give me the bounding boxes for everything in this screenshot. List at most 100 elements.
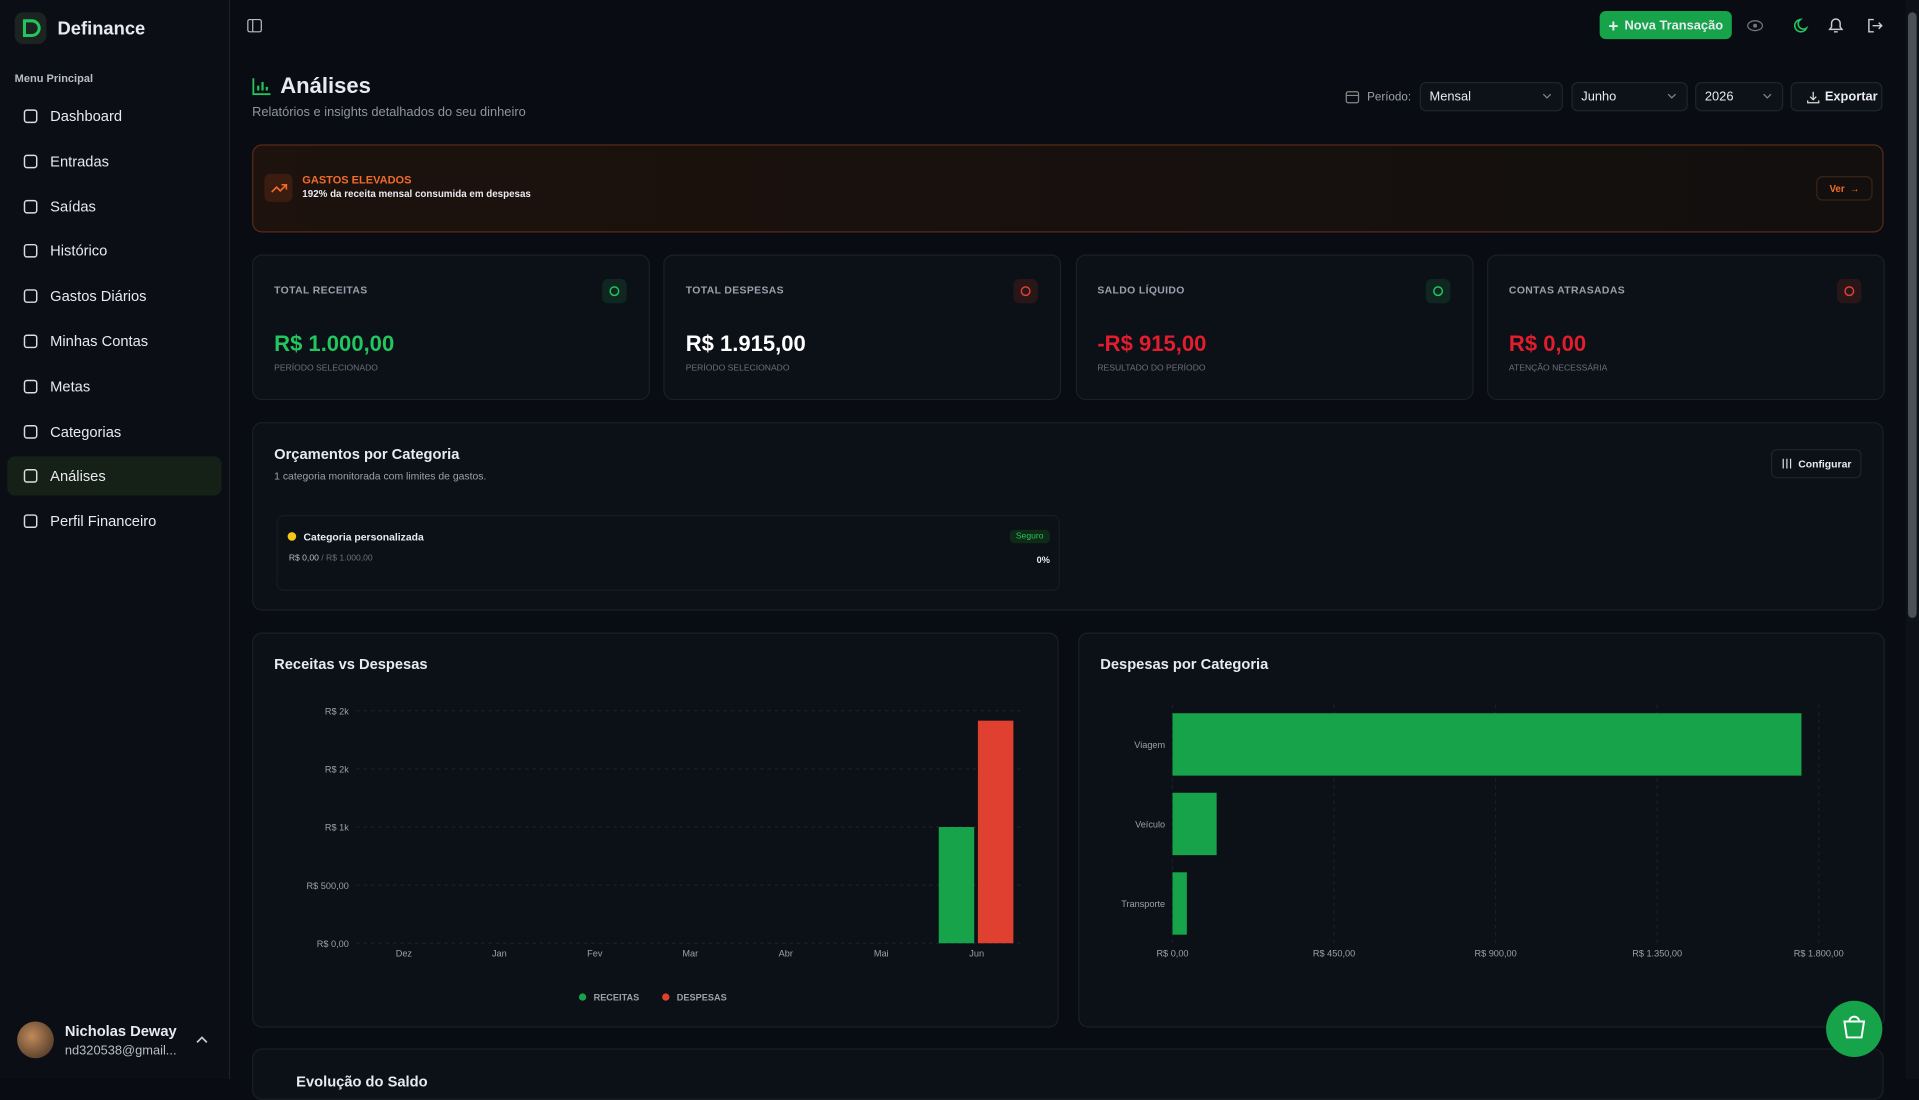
y-tick-label: R$ 2k <box>325 765 349 775</box>
menu-label: Análises <box>50 467 106 485</box>
menu-item[interactable]: Perfil Financeiro <box>7 502 221 541</box>
menu-title: Menu Principal <box>14 72 94 85</box>
x-tick-label: R$ 1.800,00 <box>1794 949 1844 959</box>
stat-sub: RESULTADO DO PERÍODO <box>1097 364 1206 374</box>
stat-icon <box>1425 278 1450 304</box>
alert-title: GASTOS ELEVADOS <box>302 173 412 186</box>
y-tick-label: R$ 1k <box>325 823 349 833</box>
user-menu-toggle[interactable] <box>195 1034 210 1046</box>
page-title: Análises <box>280 73 371 98</box>
period-label: Período: <box>1367 90 1412 104</box>
menu-label: Metas <box>50 377 91 395</box>
stat-value: -R$ 915,00 <box>1097 331 1207 357</box>
x-tick-label: Abr <box>779 949 793 959</box>
x-tick-label: R$ 0,00 <box>1156 949 1188 959</box>
y-tick-label: R$ 500,00 <box>307 881 349 891</box>
stat-sub: PERÍODO SELECIONADO <box>685 364 790 374</box>
menu-item[interactable]: Gastos Diários <box>7 277 221 316</box>
menu-item[interactable]: Análises <box>7 456 222 496</box>
alert-banner: GASTOS ELEVADOS 192% da receita mensal c… <box>252 144 1884 233</box>
chart-card <box>252 632 1059 1028</box>
bar <box>1172 792 1217 856</box>
cart-button[interactable] <box>1826 1000 1883 1058</box>
stat-card: TOTAL RECEITAS R$ 1.000,00 PERÍODO SELECIO… <box>252 254 650 401</box>
menu-item[interactable]: Histórico <box>7 232 221 271</box>
month-select[interactable]: Junho <box>1571 81 1688 112</box>
stat-card: TOTAL DESPESAS R$ 1.915,00 PERÍODO SELECIO… <box>663 254 1062 401</box>
y-tick-label: Transporte <box>1121 899 1165 909</box>
alert-action[interactable]: Ver → <box>1816 176 1873 201</box>
bar <box>1172 872 1187 935</box>
menu-item[interactable]: Dashboard <box>7 97 221 136</box>
chart-title: Receitas vs Despesas <box>274 657 427 673</box>
scrollbar[interactable] <box>1905 0 1919 1080</box>
stat-label: TOTAL DESPESAS <box>685 283 784 297</box>
top-icons <box>1747 18 1883 33</box>
period-select[interactable]: Mensal <box>1419 81 1563 112</box>
y-tick-label: Veículo <box>1135 820 1165 830</box>
y-tick-label: R$ 0,00 <box>317 939 349 949</box>
menu-label: Saídas <box>50 197 96 215</box>
button-label: Ver <box>1829 182 1845 194</box>
legend-label: DESPESAS <box>677 993 727 1003</box>
status-dot <box>287 532 297 541</box>
new-transaction-button[interactable]: + Nova Transação <box>1599 11 1732 40</box>
x-tick-label: Mar <box>682 949 698 959</box>
menu-item[interactable]: Minhas Contas <box>7 322 221 361</box>
x-tick-label: R$ 1.350,00 <box>1632 949 1682 959</box>
menu-item[interactable]: Saídas <box>7 187 221 226</box>
sidebar: Definance Menu Principal Dashboard Entrad… <box>0 0 231 1080</box>
button-label: Exportar <box>1824 89 1878 104</box>
menu-label: Categorias <box>50 422 122 440</box>
bar <box>1172 713 1802 776</box>
menu-label: Dashboard <box>50 107 123 125</box>
x-tick-label: Jun <box>969 949 984 959</box>
stat-sub: PERÍODO SELECIONADO <box>274 364 378 374</box>
menu-label: Minhas Contas <box>50 332 149 350</box>
limit: / R$ 1.000,00 <box>321 554 373 563</box>
alert-icon <box>264 173 293 202</box>
x-tick-label: Dez <box>396 949 413 959</box>
budget-item: Categoria personalizada Seguro R$ 0,00 /… <box>276 515 1060 591</box>
bar <box>977 720 1014 944</box>
sidebar-toggle[interactable] <box>246 17 263 34</box>
configure-button[interactable]: Configurar <box>1770 448 1862 479</box>
legend-marker <box>662 993 670 1001</box>
alert-text: 192% da receita mensal consumida em desp… <box>302 188 531 200</box>
stat-icon <box>1013 278 1039 304</box>
x-tick-label: R$ 450,00 <box>1313 949 1355 959</box>
menu-item[interactable]: Categorias <box>7 412 221 451</box>
logo <box>14 12 47 45</box>
button-label: Nova Transação <box>1624 17 1724 33</box>
user-email: nd320538@gmail... <box>64 1043 177 1059</box>
x-tick-label: Fev <box>587 949 603 959</box>
menu-item[interactable]: Entradas <box>7 142 221 181</box>
budget-name: Categoria personalizada <box>303 530 424 544</box>
x-tick-label: Mai <box>874 949 889 959</box>
y-tick-label: R$ 2k <box>325 706 349 716</box>
budgets-card: Orçamentos por Categoria 1 categoria mon… <box>252 422 1884 611</box>
select-value: Mensal <box>1429 89 1471 104</box>
bar <box>938 827 975 944</box>
menu-label: Gastos Diários <box>50 287 147 305</box>
stat-value: R$ 0,00 <box>1508 331 1587 357</box>
menu-item[interactable]: Metas <box>7 367 221 406</box>
year-select[interactable]: 2026 <box>1695 81 1784 112</box>
stat-label: TOTAL RECEITAS <box>274 283 368 297</box>
budget-percent: 0% <box>1036 554 1050 566</box>
section-title: Orçamentos por Categoria <box>274 445 460 463</box>
avatar <box>17 1021 54 1059</box>
button-label: Configurar <box>1798 457 1852 470</box>
y-tick-label: Viagem <box>1134 740 1165 750</box>
stat-label: CONTAS ATRASADAS <box>1508 283 1626 297</box>
export-button[interactable]: Exportar <box>1790 81 1883 112</box>
select-value: Junho <box>1581 89 1617 104</box>
page-subtitle: Relatórios e insights detalhados do seu … <box>252 105 526 120</box>
stat-card: SALDO LÍQUIDO -R$ 915,00 RESULTADO DO PERÍ… <box>1075 254 1474 401</box>
stat-value: R$ 1.915,00 <box>685 331 806 357</box>
title-icon <box>252 78 271 96</box>
chart-title: Despesas por Categoria <box>1100 657 1269 673</box>
